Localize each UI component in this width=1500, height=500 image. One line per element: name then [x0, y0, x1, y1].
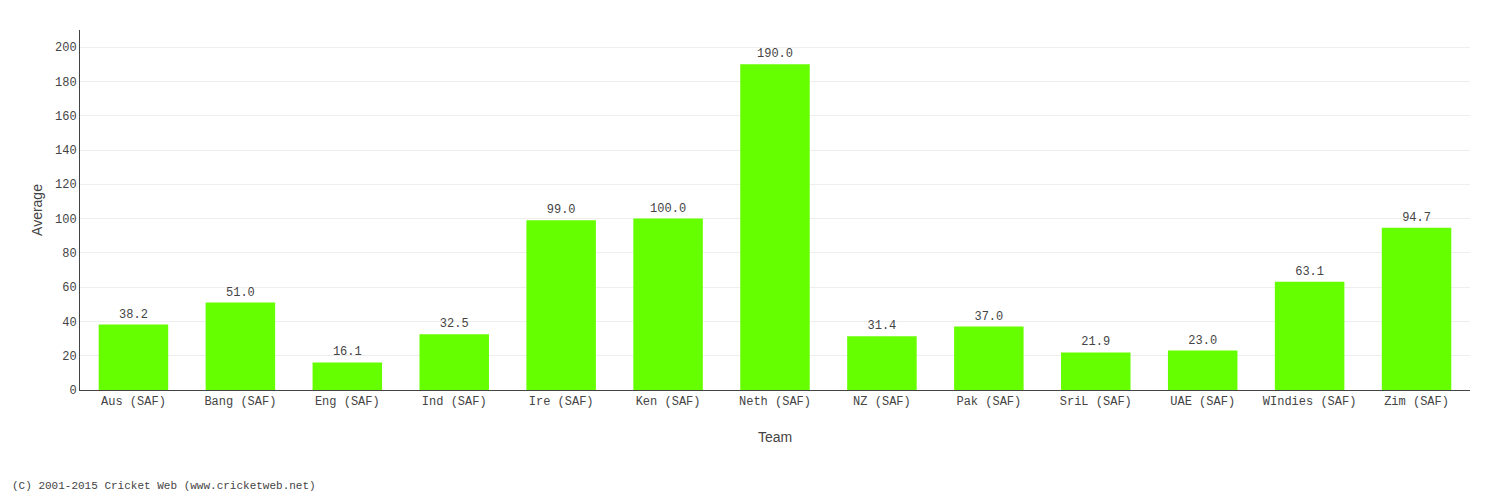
svg-text:99.0: 99.0 [547, 203, 576, 217]
svg-text:Ind (SAF): Ind (SAF) [422, 395, 487, 409]
svg-text:37.0: 37.0 [974, 310, 1003, 324]
svg-text:31.4: 31.4 [868, 319, 897, 333]
svg-text:94.7: 94.7 [1402, 211, 1431, 225]
svg-text:38.2: 38.2 [119, 308, 148, 322]
svg-text:100.0: 100.0 [650, 202, 686, 216]
svg-text:60: 60 [62, 281, 76, 295]
svg-text:WIndies (SAF): WIndies (SAF) [1263, 395, 1357, 409]
svg-text:32.5: 32.5 [440, 317, 469, 331]
svg-text:100: 100 [55, 213, 77, 227]
svg-text:Team: Team [758, 429, 792, 445]
svg-text:180: 180 [55, 76, 77, 90]
svg-text:Average: Average [29, 184, 45, 236]
svg-text:UAE (SAF): UAE (SAF) [1170, 395, 1235, 409]
svg-text:80: 80 [62, 247, 76, 261]
svg-text:21.9: 21.9 [1081, 335, 1110, 349]
svg-text:Neth (SAF): Neth (SAF) [739, 395, 811, 409]
svg-text:40: 40 [62, 316, 76, 330]
svg-text:Aus (SAF): Aus (SAF) [101, 395, 166, 409]
svg-text:Zim (SAF): Zim (SAF) [1384, 395, 1449, 409]
svg-text:200: 200 [55, 41, 77, 55]
svg-text:190.0: 190.0 [757, 47, 793, 61]
svg-text:23.0: 23.0 [1188, 334, 1217, 348]
svg-text:Pak (SAF): Pak (SAF) [956, 395, 1021, 409]
svg-text:20: 20 [62, 350, 76, 364]
svg-text:63.1: 63.1 [1295, 265, 1324, 279]
svg-text:16.1: 16.1 [333, 345, 362, 359]
svg-text:SriL (SAF): SriL (SAF) [1060, 395, 1132, 409]
svg-text:51.0: 51.0 [226, 286, 255, 300]
svg-text:140: 140 [55, 144, 77, 158]
svg-text:160: 160 [55, 110, 77, 124]
svg-text:0: 0 [69, 384, 76, 398]
svg-text:Eng (SAF): Eng (SAF) [315, 395, 380, 409]
svg-text:(C) 2001-2015 Cricket Web (www: (C) 2001-2015 Cricket Web (www.cricketwe… [12, 480, 316, 492]
svg-text:NZ (SAF): NZ (SAF) [853, 395, 911, 409]
svg-text:120: 120 [55, 178, 77, 192]
svg-text:Ire (SAF): Ire (SAF) [529, 395, 594, 409]
svg-text:Ken (SAF): Ken (SAF) [636, 395, 701, 409]
svg-text:Bang (SAF): Bang (SAF) [204, 395, 276, 409]
